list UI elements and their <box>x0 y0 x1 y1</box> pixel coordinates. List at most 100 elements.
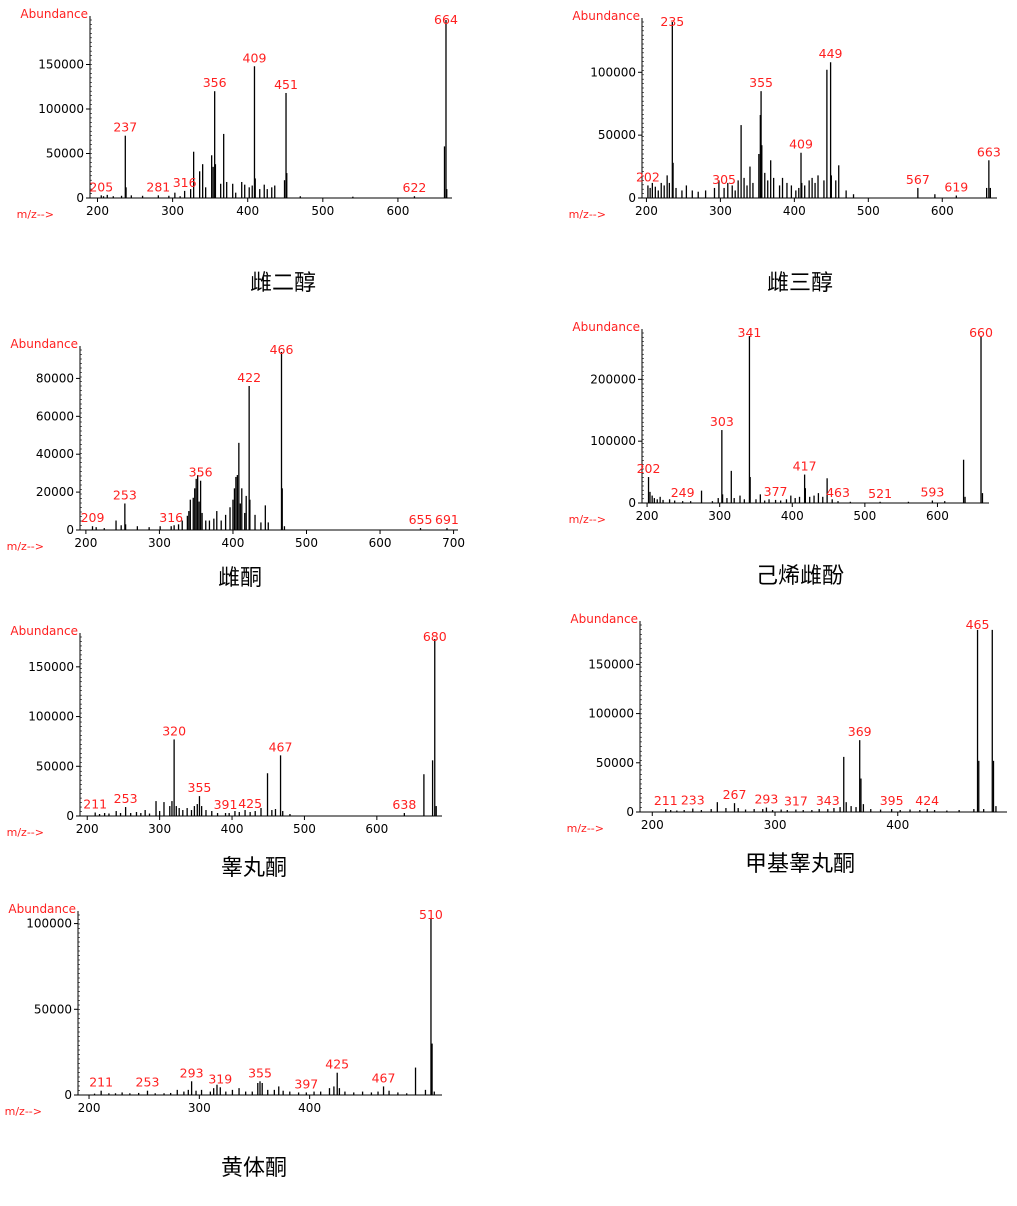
x-tick-label: 400 <box>886 818 909 832</box>
x-tick-label: 600 <box>931 204 954 218</box>
peak-label: 320 <box>162 723 186 738</box>
x-axis-title: m/z--> <box>567 822 604 835</box>
peak-label: 293 <box>180 1065 204 1080</box>
x-tick-label: 400 <box>222 536 245 550</box>
spectrum-estriol: 0 50000 100000 200 300 400 500 600 Abundance m/z-… <box>569 9 1001 221</box>
peak-label: 664 <box>434 12 458 27</box>
caption-diethylstilbestrol: 己烯雌酚 <box>755 564 844 589</box>
peak-label: 253 <box>114 791 138 806</box>
peak-label: 316 <box>159 510 183 525</box>
x-tick-label: 400 <box>298 1101 321 1115</box>
x-tick-label: 600 <box>386 204 409 218</box>
x-tick-label: 400 <box>781 509 804 523</box>
peak-label: 355 <box>188 780 212 795</box>
peak-label: 417 <box>793 459 817 474</box>
peak-label: 619 <box>944 179 968 194</box>
x-tick-label: 300 <box>148 536 171 550</box>
spectrum-estradiol: 0 50000 100000 150000 200 300 400 500 600 Abundan… <box>17 7 458 221</box>
y-tick-label: 50000 <box>36 759 74 773</box>
x-tick-label: 300 <box>709 204 732 218</box>
peak-label: 680 <box>423 629 447 644</box>
y-tick-label: 100000 <box>28 710 74 724</box>
peak-label: 205 <box>89 179 113 194</box>
caption-estrone: 雌酮 <box>217 566 262 591</box>
x-axis-title: m/z--> <box>7 540 44 553</box>
y-tick-label: 40000 <box>36 447 74 461</box>
peak-label: 235 <box>660 14 684 29</box>
peak-label: 211 <box>89 1075 113 1090</box>
peak-label: 237 <box>113 120 137 135</box>
x-axis-title: m/z--> <box>569 513 606 526</box>
x-tick-label: 600 <box>365 822 388 836</box>
peak-label: 663 <box>977 144 1001 159</box>
peak-label: 409 <box>789 137 813 152</box>
y-tick-label: 200000 <box>590 372 636 386</box>
peak-label: 395 <box>880 793 904 808</box>
peak-label: 249 <box>671 485 695 500</box>
peak-label: 391 <box>214 797 238 812</box>
peak-label: 319 <box>208 1071 232 1086</box>
x-tick-label: 300 <box>708 509 731 523</box>
x-tick-label: 300 <box>764 818 787 832</box>
x-tick-label: 500 <box>293 822 316 836</box>
y-tick-label: 0 <box>66 809 74 823</box>
y-tick-label: 0 <box>76 191 84 205</box>
x-axis-title: m/z--> <box>17 208 54 221</box>
spectrum-progesterone: 0 50000 100000 200 300 400 Abundance m/z--> 211 2… <box>5 902 443 1118</box>
y-tick-label: 60000 <box>36 409 74 423</box>
x-tick-label: 200 <box>641 818 664 832</box>
y-tick-label: 100000 <box>590 65 636 79</box>
peak-label: 467 <box>269 739 293 754</box>
x-tick-label: 300 <box>161 204 184 218</box>
x-tick-label: 200 <box>635 204 658 218</box>
x-tick-label: 700 <box>442 536 465 550</box>
peak-label: 202 <box>637 461 661 476</box>
peak-label: 567 <box>906 172 930 187</box>
peak-label: 303 <box>710 414 734 429</box>
peak-label: 691 <box>435 512 459 527</box>
peak-label: 317 <box>784 794 808 809</box>
peak-label: 465 <box>966 617 990 632</box>
x-tick-label: 200 <box>74 536 97 550</box>
x-tick-label: 300 <box>188 1101 211 1115</box>
peak-label: 377 <box>764 484 788 499</box>
peak-label: 425 <box>238 796 262 811</box>
x-tick-label: 500 <box>857 204 880 218</box>
peak-label: 467 <box>372 1070 396 1085</box>
y-tick-label: 150000 <box>38 58 84 72</box>
peak-label: 466 <box>270 342 294 357</box>
peak-label: 510 <box>419 907 443 922</box>
peak-label: 622 <box>403 180 427 195</box>
y-tick-label: 0 <box>628 496 636 510</box>
spectrum-estrone: 0 20000 40000 60000 80000 200 300 400 500 600 700 A… <box>7 337 465 553</box>
peak-label: 356 <box>189 465 213 480</box>
y-tick-label: 0 <box>626 805 634 819</box>
caption-estriol: 雌三醇 <box>766 271 833 296</box>
y-tick-label: 50000 <box>34 1002 72 1016</box>
peak-label: 449 <box>819 46 843 61</box>
peak-label: 355 <box>248 1065 272 1080</box>
x-tick-label: 500 <box>295 536 318 550</box>
peak-label: 293 <box>754 792 778 807</box>
y-tick-label: 100000 <box>590 434 636 448</box>
x-tick-label: 200 <box>78 1101 101 1115</box>
y-tick-label: 20000 <box>36 485 74 499</box>
peak-label: 253 <box>136 1075 160 1090</box>
spectrum-methyltestosterone: 0 50000 100000 150000 200 300 400 Abundance m/z-… <box>567 612 1007 835</box>
peak-label: 356 <box>203 75 227 90</box>
y-axis-title: Abundance <box>10 337 78 351</box>
peak-label: 211 <box>654 793 678 808</box>
peak-label: 211 <box>83 797 107 812</box>
y-axis-title: Abundance <box>10 624 78 638</box>
x-tick-label: 400 <box>221 822 244 836</box>
x-tick-label: 500 <box>853 509 876 523</box>
peak-label: 369 <box>848 724 872 739</box>
peak-label: 593 <box>920 485 944 500</box>
peak-label: 451 <box>274 77 298 92</box>
x-tick-label: 600 <box>369 536 392 550</box>
caption-progesterone: 黄体酮 <box>220 1156 287 1181</box>
peak-label: 463 <box>826 485 850 500</box>
spectrum-diethylstilbestrol: 0 100000 200000 200 300 400 500 600 Abundance m/z… <box>569 320 993 526</box>
peak-label: 305 <box>712 172 736 187</box>
peak-label: 409 <box>243 50 267 65</box>
